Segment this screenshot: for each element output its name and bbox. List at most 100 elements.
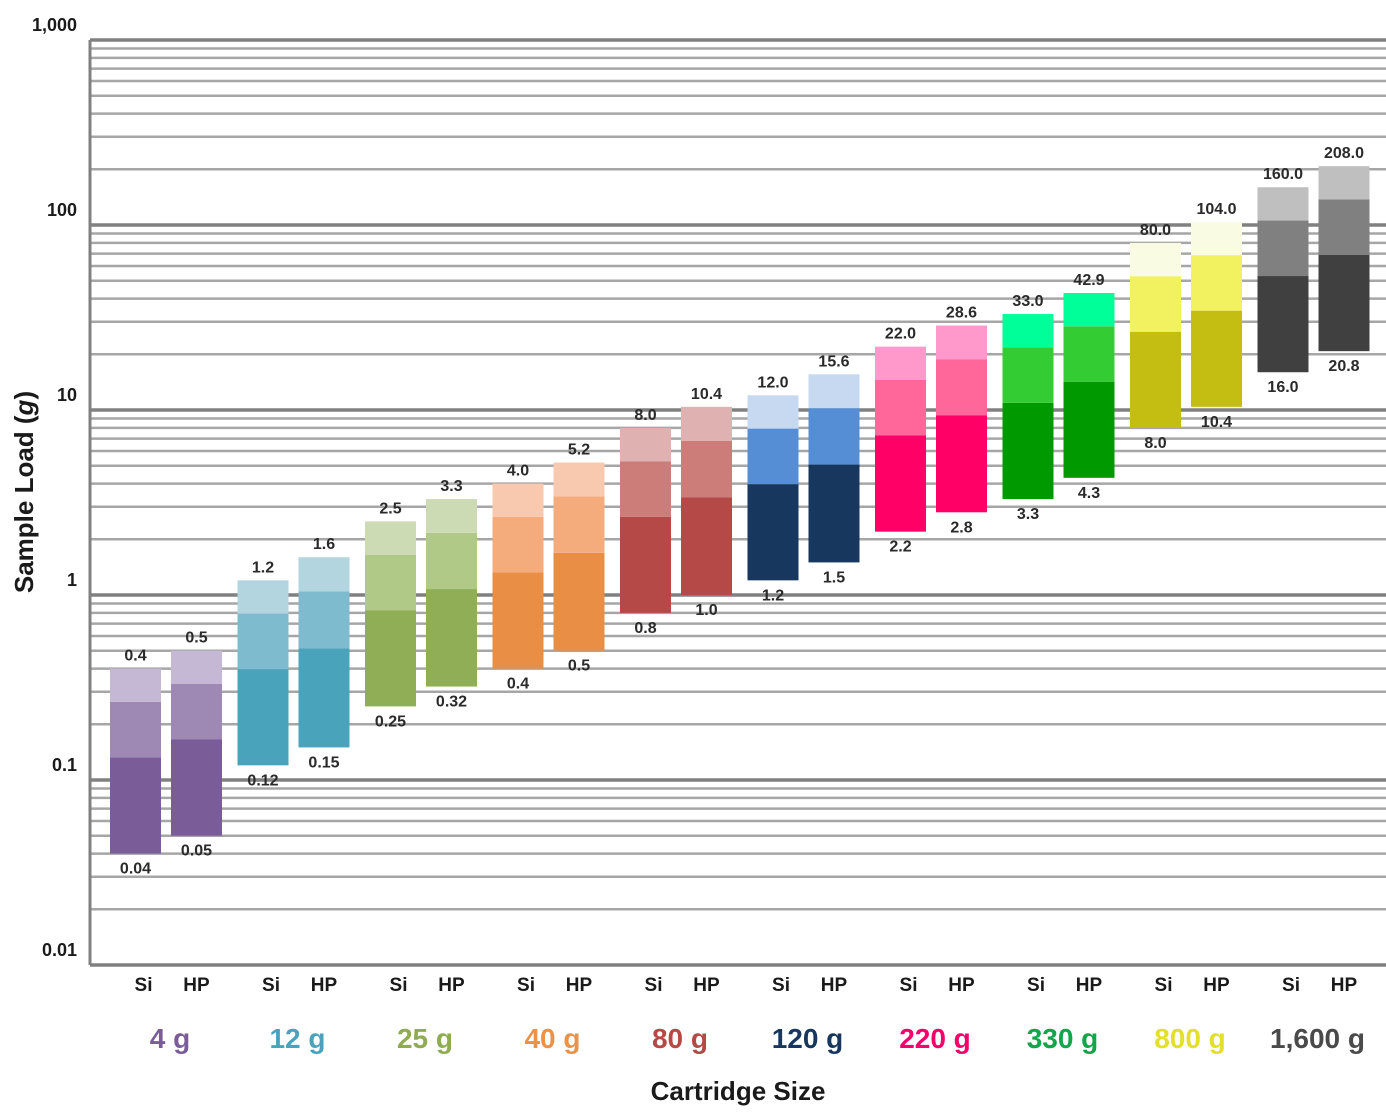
bar-min-label: 0.12 xyxy=(247,772,278,789)
bar-segment xyxy=(936,359,987,416)
bar-max-label: 42.9 xyxy=(1073,272,1104,289)
x-tick-label: Si xyxy=(900,975,918,996)
x-tick-label: HP xyxy=(948,975,975,996)
bar-segment xyxy=(875,435,926,532)
bar-segment xyxy=(365,554,416,611)
bar-min-label: 0.4 xyxy=(507,676,529,693)
bar-min-label: 10.4 xyxy=(1201,414,1232,431)
x-tick-label: Si xyxy=(390,975,408,996)
bar-segment xyxy=(298,648,350,748)
x-tick-label: Si xyxy=(1155,975,1173,996)
bar-segment xyxy=(1002,347,1054,403)
bar-segment xyxy=(681,406,732,441)
bar-segment xyxy=(553,552,605,651)
x-axis-title: Cartridge Size xyxy=(651,1076,826,1106)
grid-lines xyxy=(90,38,1386,967)
bar-segment xyxy=(875,346,926,380)
bar-segment xyxy=(426,499,477,533)
bar-segment xyxy=(365,610,416,707)
cartridge-size-label: 800 g xyxy=(1154,1023,1226,1054)
bar-min-label: 20.8 xyxy=(1328,358,1359,375)
bar-segment xyxy=(1063,326,1115,382)
y-tick-label: 1 xyxy=(67,570,77,590)
bar-min-label: 0.5 xyxy=(568,658,590,675)
x-tick-label: Si xyxy=(1027,975,1045,996)
bar-segment xyxy=(1063,292,1115,327)
cartridge-size-label: 40 g xyxy=(524,1023,580,1054)
bar-segment xyxy=(553,462,605,497)
bar-max-label: 3.3 xyxy=(440,478,462,495)
bar-segment xyxy=(171,650,222,684)
bar-max-label: 0.5 xyxy=(185,630,207,647)
x-tick-label: Si xyxy=(645,975,663,996)
y-tick-label: 10 xyxy=(57,385,77,405)
bar-segment xyxy=(1318,199,1370,255)
bar-segment xyxy=(1191,255,1242,311)
bar-max-label: 80.0 xyxy=(1140,222,1171,239)
bar-max-label: 22.0 xyxy=(885,326,916,343)
bar-segment xyxy=(237,613,289,670)
x-tick-label: Si xyxy=(772,975,790,996)
bar-segment xyxy=(171,683,222,740)
bar-min-label: 0.8 xyxy=(634,620,656,637)
x-tick-label: Si xyxy=(262,975,280,996)
bar-max-label: 0.4 xyxy=(124,648,146,665)
bar-segment xyxy=(1130,276,1181,332)
bar-segment xyxy=(620,427,671,462)
bar-min-label: 0.05 xyxy=(181,843,212,860)
bar-segment xyxy=(110,701,161,758)
y-axis-title-prefix: Sample Load ( xyxy=(9,415,39,593)
bar-min-label: 16.0 xyxy=(1267,379,1298,396)
bar-segment xyxy=(1318,166,1370,200)
cartridge-size-label: 25 g xyxy=(397,1023,453,1054)
bar-segment xyxy=(875,379,926,436)
bar-segment xyxy=(426,532,477,590)
bar-segment xyxy=(747,428,799,485)
bar-max-label: 1.2 xyxy=(252,559,274,576)
bar-segment xyxy=(808,464,860,563)
bar-segment xyxy=(1130,242,1181,277)
y-axis-title-suffix: ) xyxy=(9,391,39,400)
cartridge-size-label: 80 g xyxy=(652,1023,708,1054)
bar-max-label: 15.6 xyxy=(818,353,849,370)
x-tick-label: Si xyxy=(517,975,535,996)
bar-max-label: 2.5 xyxy=(379,500,401,517)
bar-segment xyxy=(936,325,987,360)
bar-segment xyxy=(492,516,544,573)
bar-segment xyxy=(747,484,799,581)
x-tick-label: HP xyxy=(1331,975,1358,996)
bar-segment xyxy=(298,591,350,649)
bar-segment xyxy=(681,497,732,595)
x-tick-label: HP xyxy=(566,975,593,996)
bar-max-label: 33.0 xyxy=(1012,293,1043,310)
bar-segment xyxy=(620,461,671,517)
axes xyxy=(88,40,1386,967)
bar-max-label: 10.4 xyxy=(691,386,722,403)
bar-max-label: 1.6 xyxy=(313,536,335,553)
cartridge-size-label: 220 g xyxy=(899,1023,971,1054)
x-tick-label: HP xyxy=(693,975,720,996)
bar-min-label: 1.0 xyxy=(695,602,717,619)
y-tick-label: 0.01 xyxy=(42,940,77,960)
bar-segment xyxy=(808,374,860,409)
bar-min-label: 1.5 xyxy=(823,569,845,586)
y-tick-label: 0.1 xyxy=(52,755,77,775)
bar-segment xyxy=(620,516,671,613)
bar-min-label: 2.8 xyxy=(950,519,972,536)
bar-max-label: 28.6 xyxy=(946,305,977,322)
bar-segment xyxy=(1130,331,1181,428)
bar-segment xyxy=(365,521,416,555)
bar-segment xyxy=(426,589,477,687)
bar-max-label: 208.0 xyxy=(1324,145,1364,162)
bar-segment xyxy=(1257,187,1309,221)
bar-max-label: 160.0 xyxy=(1263,166,1303,183)
bar-segment xyxy=(1257,220,1309,277)
bar-segment xyxy=(492,572,544,669)
bars xyxy=(110,166,1370,854)
bar-segment xyxy=(936,415,987,513)
bar-segment xyxy=(1191,221,1242,256)
bar-max-label: 4.0 xyxy=(507,463,529,480)
bar-segment xyxy=(808,408,860,465)
